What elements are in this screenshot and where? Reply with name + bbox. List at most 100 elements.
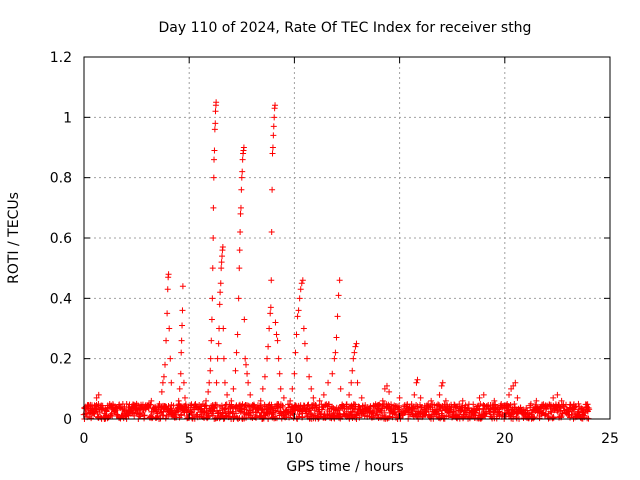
data-point <box>208 316 215 323</box>
data-point <box>170 402 177 409</box>
data-point <box>166 325 173 332</box>
data-point <box>95 391 102 398</box>
data-point <box>268 277 275 284</box>
data-point <box>103 408 110 415</box>
data-point <box>470 401 477 408</box>
data-point <box>272 319 279 326</box>
data-point <box>508 385 515 392</box>
data-point <box>329 370 336 377</box>
data-point <box>236 265 243 272</box>
data-point <box>396 394 403 401</box>
data-point <box>496 408 503 415</box>
data-point <box>350 355 357 362</box>
data-point <box>244 370 251 377</box>
x-tick-label: 15 <box>391 431 409 447</box>
data-point <box>572 403 579 410</box>
data-point <box>336 277 343 284</box>
data-point <box>298 280 305 287</box>
data-point <box>210 235 217 241</box>
data-point <box>352 343 359 350</box>
data-point <box>205 388 212 395</box>
data-point <box>133 400 140 407</box>
data-points <box>80 99 593 422</box>
data-point <box>180 379 187 386</box>
data-point <box>82 411 89 418</box>
y-tick-label: 0.6 <box>50 231 72 247</box>
data-point <box>237 210 244 217</box>
data-point <box>316 397 323 404</box>
data-point <box>99 402 106 409</box>
data-point <box>167 355 174 362</box>
data-point <box>253 414 260 421</box>
data-point <box>178 411 185 418</box>
data-point <box>209 295 216 302</box>
data-point <box>218 265 225 272</box>
data-point <box>267 310 274 317</box>
data-point <box>206 379 213 386</box>
data-point <box>98 414 105 421</box>
data-point <box>240 144 247 151</box>
data-point <box>293 331 300 338</box>
data-point <box>306 373 313 380</box>
data-point <box>219 253 226 260</box>
data-point <box>116 401 123 408</box>
data-point <box>514 394 521 401</box>
data-point <box>349 367 356 374</box>
data-point <box>212 120 219 127</box>
data-point <box>290 411 297 418</box>
data-point <box>353 340 360 347</box>
data-point <box>292 349 299 356</box>
data-point <box>176 385 183 392</box>
data-point <box>212 108 219 115</box>
data-point <box>215 340 222 347</box>
data-point <box>579 405 586 412</box>
data-point <box>238 174 245 181</box>
data-point <box>299 277 306 284</box>
data-point <box>337 385 344 392</box>
data-point <box>213 99 220 106</box>
data-point <box>554 409 561 416</box>
data-point <box>211 156 218 163</box>
data-point <box>536 415 543 422</box>
data-point <box>446 409 453 416</box>
y-tick-label: 0.4 <box>50 291 72 307</box>
data-point <box>550 394 557 401</box>
data-point <box>210 204 217 211</box>
data-point <box>88 415 95 422</box>
data-point <box>216 301 223 308</box>
data-point <box>220 325 227 332</box>
data-point <box>236 247 243 254</box>
x-tick-label: 20 <box>496 431 514 447</box>
data-point <box>164 310 171 317</box>
data-point <box>257 397 264 404</box>
data-point <box>558 397 565 404</box>
data-point <box>109 413 116 420</box>
data-point <box>268 228 275 235</box>
data-point <box>507 401 514 408</box>
data-point <box>329 403 336 410</box>
y-tick-label: 1.2 <box>50 50 72 66</box>
x-tick-label: 0 <box>80 431 89 447</box>
data-point <box>218 402 225 409</box>
data-point <box>148 397 155 404</box>
x-axis-label: GPS time / hours <box>286 459 403 475</box>
data-point <box>383 382 390 389</box>
data-point <box>275 355 282 362</box>
data-point <box>264 355 271 362</box>
data-point <box>211 147 218 154</box>
data-point <box>233 349 240 356</box>
data-point <box>379 397 386 404</box>
data-point <box>533 397 540 404</box>
data-point <box>348 379 355 386</box>
data-point <box>459 397 466 404</box>
data-point <box>304 355 311 362</box>
data-point <box>331 355 338 362</box>
data-point <box>391 410 398 417</box>
data-point <box>259 385 266 392</box>
y-tick-label: 1 <box>63 110 72 126</box>
data-point <box>221 379 228 386</box>
data-point <box>334 313 341 320</box>
data-point <box>157 415 164 422</box>
data-point <box>417 394 424 401</box>
data-point <box>310 394 317 401</box>
